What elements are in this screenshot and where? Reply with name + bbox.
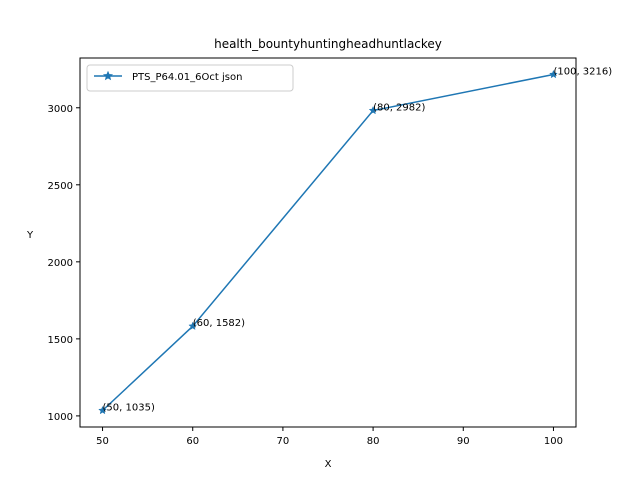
legend: PTS_P64.01_6Oct json	[86, 64, 294, 92]
data-label: (50, 1035)	[103, 403, 155, 414]
data-point	[368, 105, 378, 115]
y-tick-label: 3000	[48, 104, 73, 115]
plot-area: (50, 1035) (60, 1582) (80, 2982) (100, 3216…	[98, 66, 612, 415]
y-axis: 1000 1500 2000 2500 3000	[48, 104, 80, 423]
data-label: (80, 2982)	[373, 103, 425, 114]
x-tick-label: 100	[544, 436, 563, 447]
data-point	[549, 69, 558, 79]
legend-label: PTS_P64.01_6Oct json	[132, 72, 242, 83]
x-tick-label: 80	[367, 436, 380, 447]
x-tick-label: 70	[277, 436, 290, 447]
legend-marker	[102, 70, 114, 81]
data-label: (60, 1582)	[193, 318, 245, 329]
legend-box	[86, 64, 294, 92]
x-tick-label: 90	[457, 436, 470, 447]
y-tick-label: 2500	[48, 181, 73, 192]
data-point	[188, 321, 198, 330]
y-tick-label: 2000	[48, 258, 73, 269]
y-tick-label: 1000	[48, 412, 73, 423]
chart-title: health_bountyhuntingheadhuntlackey	[214, 37, 442, 51]
data-point	[98, 405, 107, 415]
plot-frame	[79, 57, 577, 428]
x-axis: 50 60 70 80 90 100	[96, 427, 563, 447]
x-axis-label: X	[325, 459, 332, 470]
data-label: (100, 3216)	[553, 66, 612, 77]
x-tick-label: 50	[96, 436, 109, 447]
y-tick-label: 1500	[48, 335, 73, 346]
x-tick-label: 60	[186, 436, 199, 447]
y-axis-label: Y	[26, 230, 34, 241]
series-line	[102, 73, 554, 412]
